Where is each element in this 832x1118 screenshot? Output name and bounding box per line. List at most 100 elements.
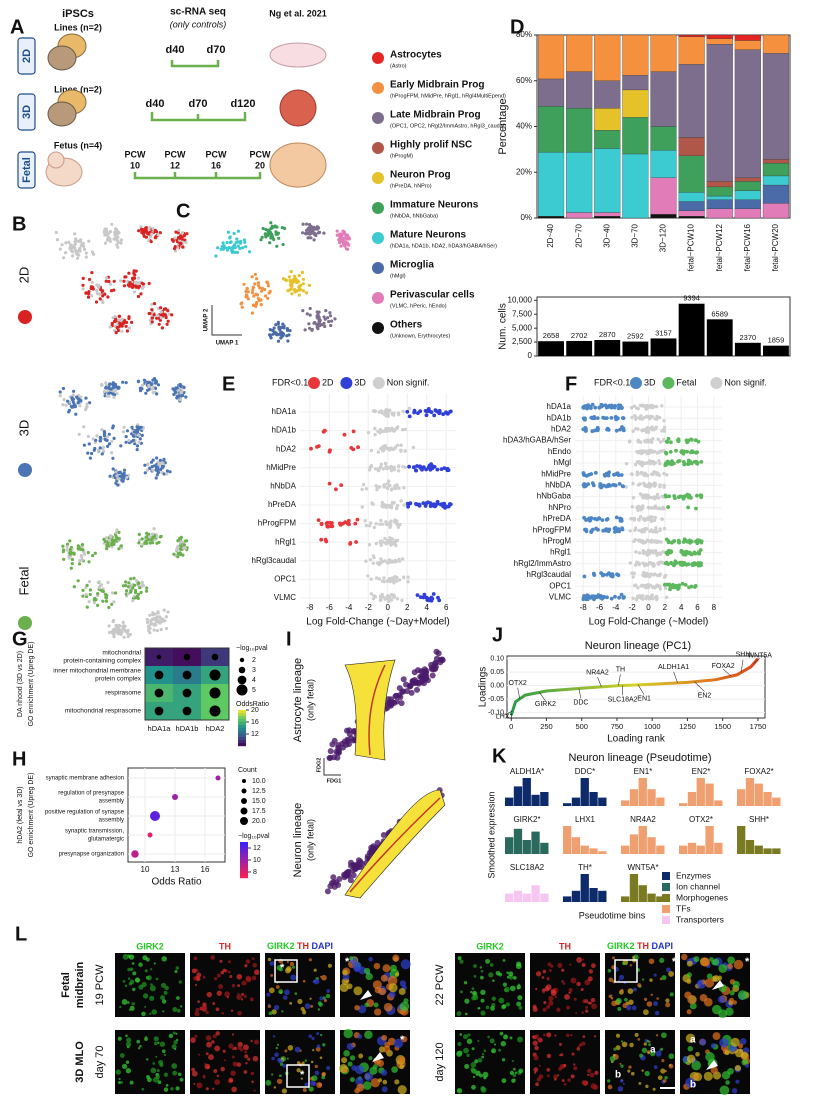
axis-label: hDA2 (fetal vs 3D) [17, 786, 24, 843]
x-tick-label: 13 [171, 865, 180, 874]
channel-part: TH [297, 941, 309, 951]
micrograph-signal [313, 968, 317, 972]
swarm-point [589, 472, 594, 476]
umap-point [307, 231, 311, 235]
umap-point [67, 240, 71, 244]
umap-point [136, 379, 141, 383]
umap-point [301, 222, 305, 226]
umap-point [105, 394, 109, 398]
umap-point [109, 535, 113, 539]
micrograph-signal [501, 1078, 507, 1084]
swarm-point [609, 416, 614, 420]
trajectory-point [351, 728, 358, 735]
trajectory-point [407, 682, 414, 689]
micrograph-signal [504, 988, 508, 992]
legend-swatch [630, 377, 642, 389]
gene-label: ALDH1A1 [658, 664, 689, 671]
umap-point [62, 398, 66, 402]
y-tick-label: 0.00 [490, 682, 504, 689]
micrograph-signal [463, 1034, 468, 1040]
umap-point [138, 389, 143, 393]
umap-point [152, 313, 156, 317]
swarm-point [375, 561, 380, 565]
micrograph-signal [322, 1043, 326, 1047]
micrograph-signal [584, 979, 591, 986]
gene-pointer [694, 681, 705, 692]
row-label: day 120 [434, 1042, 446, 1081]
axis-label: Log Fold-Change (~Model) [589, 617, 709, 628]
micrograph-signal [576, 956, 583, 963]
swarm-point [651, 405, 655, 410]
swarm-point [396, 525, 401, 529]
micrograph-signal [286, 960, 290, 964]
swarm-point [617, 595, 621, 600]
micrograph-signal [227, 960, 232, 964]
umap-point [105, 230, 109, 234]
swarm-point [381, 559, 385, 564]
umap-point [158, 458, 162, 462]
micrograph-signal [163, 1072, 169, 1077]
micrograph-signal [576, 981, 581, 987]
bin-bar [687, 792, 697, 806]
umap-point [270, 234, 274, 239]
axis-label: UMAP 2 [204, 308, 210, 331]
umap-point [279, 336, 283, 340]
umap-point [101, 589, 105, 594]
umap-point [90, 294, 94, 298]
micrograph-signal [327, 963, 332, 968]
micrograph-signal [221, 1011, 225, 1015]
swarm-point [401, 428, 405, 432]
swarm-point [661, 550, 665, 554]
swarm-point [662, 419, 666, 423]
micrograph-signal [163, 990, 168, 995]
micrograph-signal [661, 975, 667, 981]
umap-point [132, 576, 136, 580]
umap-point [179, 242, 183, 246]
micrograph-signal [483, 1076, 487, 1080]
bin-bar [505, 837, 514, 854]
umap-point [155, 629, 159, 633]
umap-point [176, 551, 180, 556]
swarm-point [605, 517, 610, 521]
bin-bar [705, 783, 714, 806]
umap-point [236, 244, 240, 248]
micrograph-signal [669, 1064, 672, 1067]
bin-bar [647, 893, 656, 902]
umap-point [108, 230, 113, 234]
micrograph-signal [609, 1055, 616, 1062]
swarm-point [665, 459, 670, 464]
swarm-point [386, 414, 390, 418]
umap-point [156, 468, 160, 472]
umap-point [150, 308, 154, 312]
swarm-point [400, 557, 405, 561]
umap-point [235, 250, 240, 254]
trajectory-point [433, 648, 440, 655]
umap-point [100, 583, 104, 587]
umap-point [267, 291, 271, 295]
umap-point [339, 244, 343, 248]
row-label: protein complex [95, 676, 142, 683]
micrograph-signal [734, 1064, 742, 1072]
umap-point [179, 234, 183, 238]
micrograph-signal [126, 1001, 130, 1004]
micrograph-signal [391, 1066, 398, 1073]
micrograph-signal [569, 963, 572, 966]
micrograph-signal [534, 1071, 537, 1074]
umap-point [182, 543, 186, 547]
axis-label: GO enrichment (Upreg DE) [28, 773, 35, 858]
umap-point [173, 245, 177, 249]
umap-point [177, 228, 181, 232]
umap-point [136, 592, 140, 596]
umap-point [253, 272, 257, 276]
umap-point [70, 562, 74, 566]
legend-title: −log₁₀pval [236, 645, 268, 652]
umap-point [76, 579, 80, 583]
umap-point [171, 387, 175, 391]
annotation-mark: * [280, 962, 285, 974]
umap-point [119, 279, 123, 283]
umap-point [338, 232, 342, 236]
umap-point [97, 580, 101, 584]
swarm-point [638, 515, 643, 519]
umap-point [76, 249, 80, 253]
